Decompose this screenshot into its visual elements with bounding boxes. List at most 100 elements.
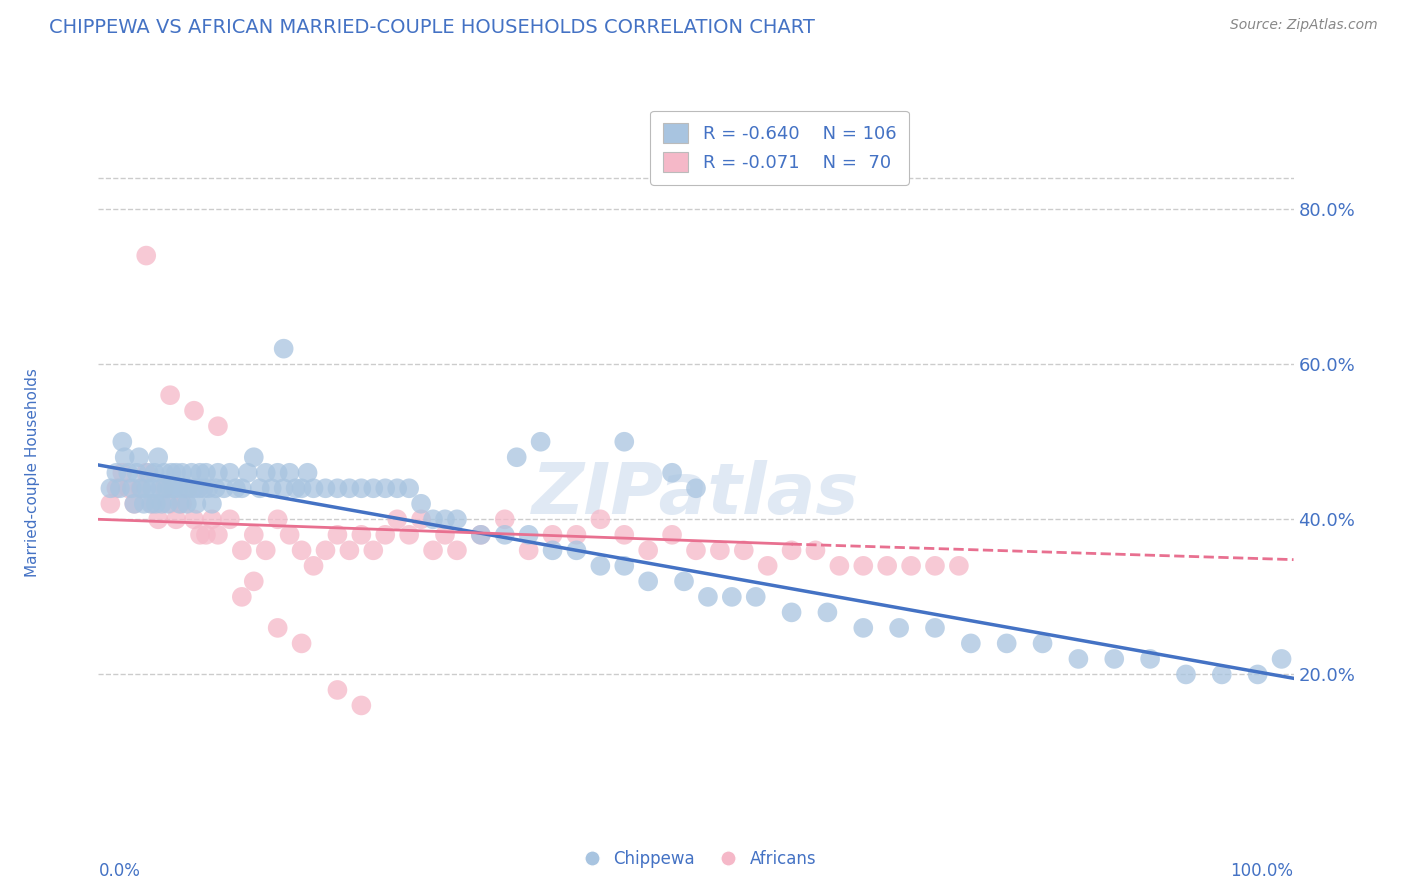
Point bbox=[517, 543, 540, 558]
Point bbox=[148, 512, 170, 526]
Point bbox=[169, 497, 191, 511]
Point bbox=[350, 481, 373, 495]
Point bbox=[924, 558, 946, 573]
Point bbox=[159, 481, 181, 495]
Point bbox=[163, 481, 186, 495]
Point bbox=[374, 481, 396, 495]
Point bbox=[173, 481, 195, 495]
Point bbox=[433, 512, 456, 526]
Point bbox=[804, 543, 827, 558]
Point bbox=[673, 574, 696, 589]
Point bbox=[135, 481, 157, 495]
Point bbox=[363, 481, 385, 495]
Point bbox=[374, 528, 396, 542]
Point bbox=[315, 543, 337, 558]
Point bbox=[201, 512, 224, 526]
Point bbox=[1175, 667, 1198, 681]
Point bbox=[243, 450, 266, 465]
Point bbox=[117, 466, 139, 480]
Point bbox=[219, 512, 242, 526]
Point bbox=[187, 481, 209, 495]
Point bbox=[709, 543, 731, 558]
Point bbox=[506, 450, 529, 465]
Point bbox=[302, 481, 325, 495]
Point bbox=[114, 450, 136, 465]
Text: ZIPatlas: ZIPatlas bbox=[533, 459, 859, 529]
Point bbox=[1211, 667, 1233, 681]
Point bbox=[249, 481, 271, 495]
Point bbox=[108, 481, 131, 495]
Point bbox=[125, 466, 148, 480]
Point bbox=[876, 558, 898, 573]
Point bbox=[291, 481, 314, 495]
Point bbox=[517, 528, 540, 542]
Point bbox=[98, 481, 122, 495]
Point bbox=[613, 558, 636, 573]
Point bbox=[411, 512, 433, 526]
Point bbox=[105, 481, 128, 495]
Point bbox=[243, 528, 266, 542]
Point bbox=[148, 450, 170, 465]
Point bbox=[183, 512, 205, 526]
Point bbox=[900, 558, 922, 573]
Point bbox=[188, 466, 211, 480]
Point bbox=[385, 481, 409, 495]
Point bbox=[111, 466, 134, 480]
Text: Married-couple Households: Married-couple Households bbox=[25, 368, 41, 577]
Point bbox=[155, 481, 177, 495]
Point bbox=[183, 403, 205, 417]
Point bbox=[815, 606, 838, 620]
Point bbox=[326, 528, 349, 542]
Point bbox=[297, 466, 319, 480]
Point bbox=[924, 621, 946, 635]
Point bbox=[411, 497, 433, 511]
Point bbox=[167, 481, 190, 495]
Point bbox=[637, 543, 659, 558]
Point bbox=[291, 636, 314, 650]
Point bbox=[685, 543, 707, 558]
Point bbox=[756, 558, 779, 573]
Point bbox=[326, 481, 349, 495]
Point bbox=[995, 636, 1018, 650]
Point bbox=[852, 621, 875, 635]
Point bbox=[315, 481, 337, 495]
Point bbox=[661, 466, 683, 480]
Point bbox=[339, 481, 360, 495]
Point bbox=[565, 543, 588, 558]
Point bbox=[398, 528, 420, 542]
Point bbox=[1139, 652, 1161, 666]
Point bbox=[852, 558, 875, 573]
Point bbox=[745, 590, 768, 604]
Point bbox=[267, 621, 290, 635]
Point bbox=[589, 512, 612, 526]
Point bbox=[959, 636, 981, 650]
Point bbox=[278, 528, 301, 542]
Point bbox=[267, 466, 290, 480]
Point bbox=[637, 574, 659, 589]
Point bbox=[204, 481, 226, 495]
Point bbox=[231, 481, 253, 495]
Point bbox=[422, 543, 444, 558]
Point bbox=[273, 342, 295, 356]
Point bbox=[138, 466, 160, 480]
Point bbox=[780, 606, 803, 620]
Point bbox=[111, 434, 134, 449]
Point bbox=[433, 528, 456, 542]
Point bbox=[1271, 652, 1294, 666]
Point bbox=[326, 682, 349, 697]
Point bbox=[132, 497, 155, 511]
Point bbox=[267, 512, 290, 526]
Point bbox=[183, 481, 205, 495]
Text: 0.0%: 0.0% bbox=[98, 862, 141, 880]
Point bbox=[350, 528, 373, 542]
Point bbox=[541, 543, 564, 558]
Point bbox=[685, 481, 707, 495]
Point bbox=[121, 481, 143, 495]
Point bbox=[165, 466, 187, 480]
Point bbox=[721, 590, 744, 604]
Point bbox=[159, 388, 181, 402]
Point bbox=[145, 497, 167, 511]
Point bbox=[254, 466, 277, 480]
Point bbox=[139, 497, 162, 511]
Point bbox=[141, 497, 163, 511]
